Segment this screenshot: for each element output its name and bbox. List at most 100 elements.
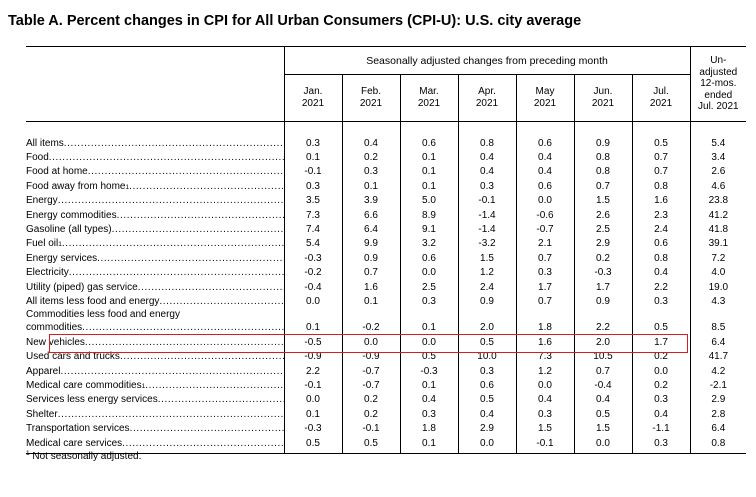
value-cell: 2.2 bbox=[283, 363, 342, 379]
value-cell: 0.8 bbox=[573, 164, 632, 180]
value-cell: 0.2 bbox=[573, 251, 632, 266]
value-cell: 0.7 bbox=[341, 265, 400, 280]
value-cell: -1.4 bbox=[457, 207, 516, 223]
value-cell: -0.1 bbox=[515, 435, 574, 455]
month-header: Jan. 2021 bbox=[283, 74, 342, 122]
value-cell: 1.5 bbox=[573, 193, 632, 208]
value-cell: 0.2 bbox=[631, 378, 691, 393]
row-label: All items less food and energy bbox=[26, 294, 284, 308]
value-cell: 3.5 bbox=[283, 193, 342, 208]
value-cell: 0.1 bbox=[399, 150, 458, 165]
value-cell: 0.8 bbox=[689, 435, 747, 455]
value-cell: 0.1 bbox=[283, 407, 342, 422]
value-cell: 0.0 bbox=[341, 335, 400, 350]
value-cell: 8.9 bbox=[399, 207, 458, 223]
table-row: Used cars and trucks-0.9-0.90.510.07.310… bbox=[26, 349, 747, 364]
value-cell: 0.5 bbox=[457, 335, 516, 350]
value-cell: -0.4 bbox=[573, 378, 632, 393]
value-cell: 0.4 bbox=[457, 164, 516, 180]
row-label: commodities bbox=[26, 321, 284, 335]
row-label: Used cars and trucks bbox=[26, 349, 284, 363]
value-cell: 9.1 bbox=[399, 222, 458, 237]
value-cell: 0.0 bbox=[399, 335, 458, 350]
value-cell: 0.4 bbox=[573, 392, 632, 408]
value-cell: 6.4 bbox=[341, 222, 400, 237]
table-row-heading: Commodities less food and energy bbox=[26, 308, 747, 321]
value-cell: 0.3 bbox=[515, 265, 574, 280]
label-header-cell bbox=[26, 46, 284, 122]
value-cell: 0.1 bbox=[399, 320, 458, 336]
value-cell: 0.4 bbox=[341, 136, 400, 151]
value-cell: -0.1 bbox=[341, 421, 400, 436]
row-label: Utility (piped) gas service bbox=[26, 280, 284, 294]
table-row: Energy3.53.95.0-0.10.01.51.623.8 bbox=[26, 193, 747, 208]
value-cell: -1.4 bbox=[457, 222, 516, 237]
value-cell: 2.9 bbox=[457, 421, 516, 436]
value-cell: 0.4 bbox=[631, 265, 691, 280]
table-row: Medical care commodities1-0.1-0.70.10.60… bbox=[26, 378, 747, 393]
value-cell: 0.6 bbox=[399, 136, 458, 151]
value-cell: 0.1 bbox=[399, 164, 458, 180]
value-cell: 1.7 bbox=[515, 279, 574, 295]
value-cell: 0.2 bbox=[341, 407, 400, 422]
value-cell: 7.3 bbox=[283, 207, 342, 223]
value-cell: 0.1 bbox=[399, 378, 458, 393]
value-cell: 2.9 bbox=[689, 392, 747, 408]
value-cell: 0.3 bbox=[399, 294, 458, 309]
value-cell: 1.7 bbox=[573, 279, 632, 295]
value-cell: 1.2 bbox=[457, 265, 516, 280]
row-label: Energy bbox=[26, 194, 284, 208]
value-cell: -0.9 bbox=[341, 349, 400, 364]
row-label: Transportation services bbox=[26, 421, 284, 435]
value-cell: 1.5 bbox=[457, 251, 516, 266]
value-cell: 0.8 bbox=[631, 179, 691, 194]
value-cell: 0.5 bbox=[631, 320, 691, 336]
value-cell: 0.4 bbox=[457, 407, 516, 422]
value-cell: 1.8 bbox=[399, 421, 458, 436]
month-header: May 2021 bbox=[515, 74, 574, 122]
value-cell: 0.1 bbox=[283, 150, 342, 165]
value-cell: 0.0 bbox=[283, 392, 342, 408]
value-cell: 39.1 bbox=[689, 236, 747, 252]
value-cell: 0.0 bbox=[457, 435, 516, 455]
value-cell: 0.4 bbox=[515, 164, 574, 180]
table-row: All items less food and energy0.00.10.30… bbox=[26, 294, 747, 309]
value-cell: 5.4 bbox=[283, 236, 342, 252]
value-cell: 3.2 bbox=[399, 236, 458, 252]
value-cell: 7.2 bbox=[689, 251, 747, 266]
value-cell: 0.4 bbox=[515, 392, 574, 408]
value-cell: 0.3 bbox=[283, 179, 342, 194]
value-cell: 0.2 bbox=[631, 349, 691, 364]
value-cell: 41.8 bbox=[689, 222, 747, 237]
row-label: Gasoline (all types) bbox=[26, 222, 284, 236]
value-cell: 0.8 bbox=[631, 251, 691, 266]
value-cell: 0.1 bbox=[399, 179, 458, 194]
row-label: Services less energy services bbox=[26, 393, 284, 407]
value-cell: 9.9 bbox=[341, 236, 400, 252]
row-label: Medical care services bbox=[26, 435, 284, 455]
value-cell: 6.4 bbox=[689, 421, 747, 436]
value-cell: 2.3 bbox=[631, 207, 691, 223]
table-row: Medical care services0.50.50.10.0-0.10.0… bbox=[26, 435, 747, 455]
table-row: Transportation services-0.3-0.11.82.91.5… bbox=[26, 421, 747, 436]
value-cell: 6.4 bbox=[689, 335, 747, 350]
value-cell: 1.5 bbox=[573, 421, 632, 436]
value-cell: 7.3 bbox=[515, 349, 574, 364]
table-title: Table A. Percent changes in CPI for All … bbox=[8, 13, 582, 29]
value-cell: 0.6 bbox=[399, 251, 458, 266]
value-cell: 2.5 bbox=[573, 222, 632, 237]
value-cell: 0.6 bbox=[631, 236, 691, 252]
value-cell: 0.3 bbox=[631, 294, 691, 309]
value-cell: -0.7 bbox=[515, 222, 574, 237]
table-row: Electricity-0.20.70.01.20.3-0.30.44.0 bbox=[26, 265, 747, 280]
value-cell: 3.4 bbox=[689, 150, 747, 165]
value-cell: 0.9 bbox=[573, 136, 632, 151]
row-label: Apparel bbox=[26, 364, 284, 378]
value-cell: 0.4 bbox=[631, 407, 691, 422]
value-cell: 0.3 bbox=[457, 363, 516, 379]
value-cell: 0.7 bbox=[631, 164, 691, 180]
row-label: Commodities less food and energy bbox=[26, 309, 180, 321]
value-cell: -0.3 bbox=[573, 265, 632, 280]
row-label: Medical care commodities 1 bbox=[26, 378, 284, 392]
value-cell: -0.2 bbox=[283, 265, 342, 280]
